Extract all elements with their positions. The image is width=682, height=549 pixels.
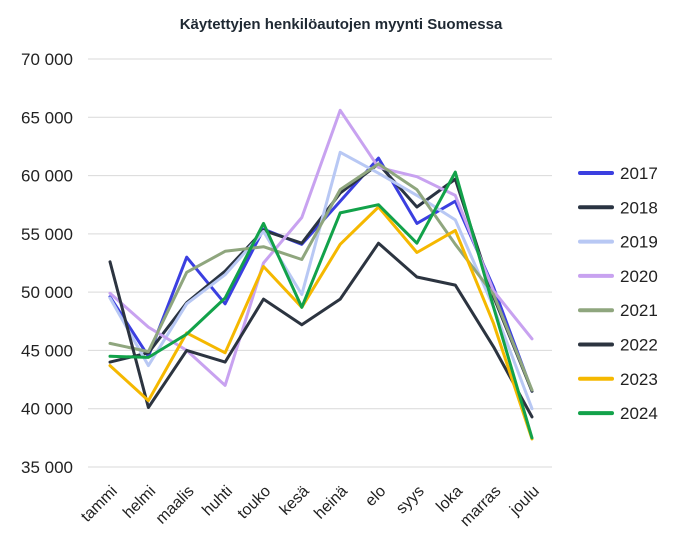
legend-item-2022: 2022 <box>578 336 658 355</box>
x-tick-label: touko <box>235 483 275 523</box>
x-tick-label: syys <box>393 483 428 518</box>
y-tick-label: 50 000 <box>21 283 73 302</box>
series-line-2021 <box>108 162 534 392</box>
x-tick-label: maalis <box>153 483 198 528</box>
series-line-2023 <box>108 205 534 441</box>
y-tick-label: 40 000 <box>21 400 73 419</box>
legend-item-2020: 2020 <box>578 267 658 286</box>
y-tick-label: 65 000 <box>21 108 73 127</box>
y-tick-label: 55 000 <box>21 225 73 244</box>
legend-item-2017: 2017 <box>578 164 658 183</box>
y-tick-label: 35 000 <box>21 458 73 477</box>
legend: 2017 2018 2019 2020 2021 2022 2023 2024 <box>578 164 658 423</box>
series-line-2022 <box>108 241 534 419</box>
legend-label: 2020 <box>620 267 658 286</box>
grid <box>88 58 552 468</box>
x-tick-label: loka <box>433 483 466 516</box>
y-tick-label: 45 000 <box>21 341 73 360</box>
x-tick-label: kesä <box>277 483 313 519</box>
legend-item-2019: 2019 <box>578 233 658 252</box>
series-line-2024 <box>108 170 534 440</box>
legend-item-2023: 2023 <box>578 370 658 389</box>
legend-label: 2022 <box>620 336 658 355</box>
y-axis-ticks: 35 000 40 000 45 000 50 000 55 000 60 000 65 0… <box>21 50 73 477</box>
y-tick-label: 70 000 <box>21 50 73 69</box>
legend-item-2018: 2018 <box>578 198 658 217</box>
y-tick-label: 60 000 <box>21 167 73 186</box>
x-tick-label: marras <box>457 483 504 530</box>
chart-title: Käytettyjen henkilöautojen myynti Suomes… <box>180 16 503 33</box>
legend-label: 2019 <box>620 233 658 252</box>
x-tick-label: heinä <box>311 483 351 523</box>
legend-label: 2024 <box>620 404 658 423</box>
legend-item-2024: 2024 <box>578 404 658 423</box>
legend-label: 2023 <box>620 370 658 389</box>
x-tick-label: huhti <box>199 483 236 520</box>
legend-label: 2017 <box>620 164 658 183</box>
legend-item-2021: 2021 <box>578 301 658 320</box>
x-tick-label: elo <box>362 483 389 510</box>
x-tick-label: joulu <box>506 483 543 520</box>
legend-label: 2021 <box>620 301 658 320</box>
legend-label: 2018 <box>620 198 658 217</box>
series-lines <box>108 108 534 441</box>
x-tick-label: tammi <box>78 483 121 526</box>
